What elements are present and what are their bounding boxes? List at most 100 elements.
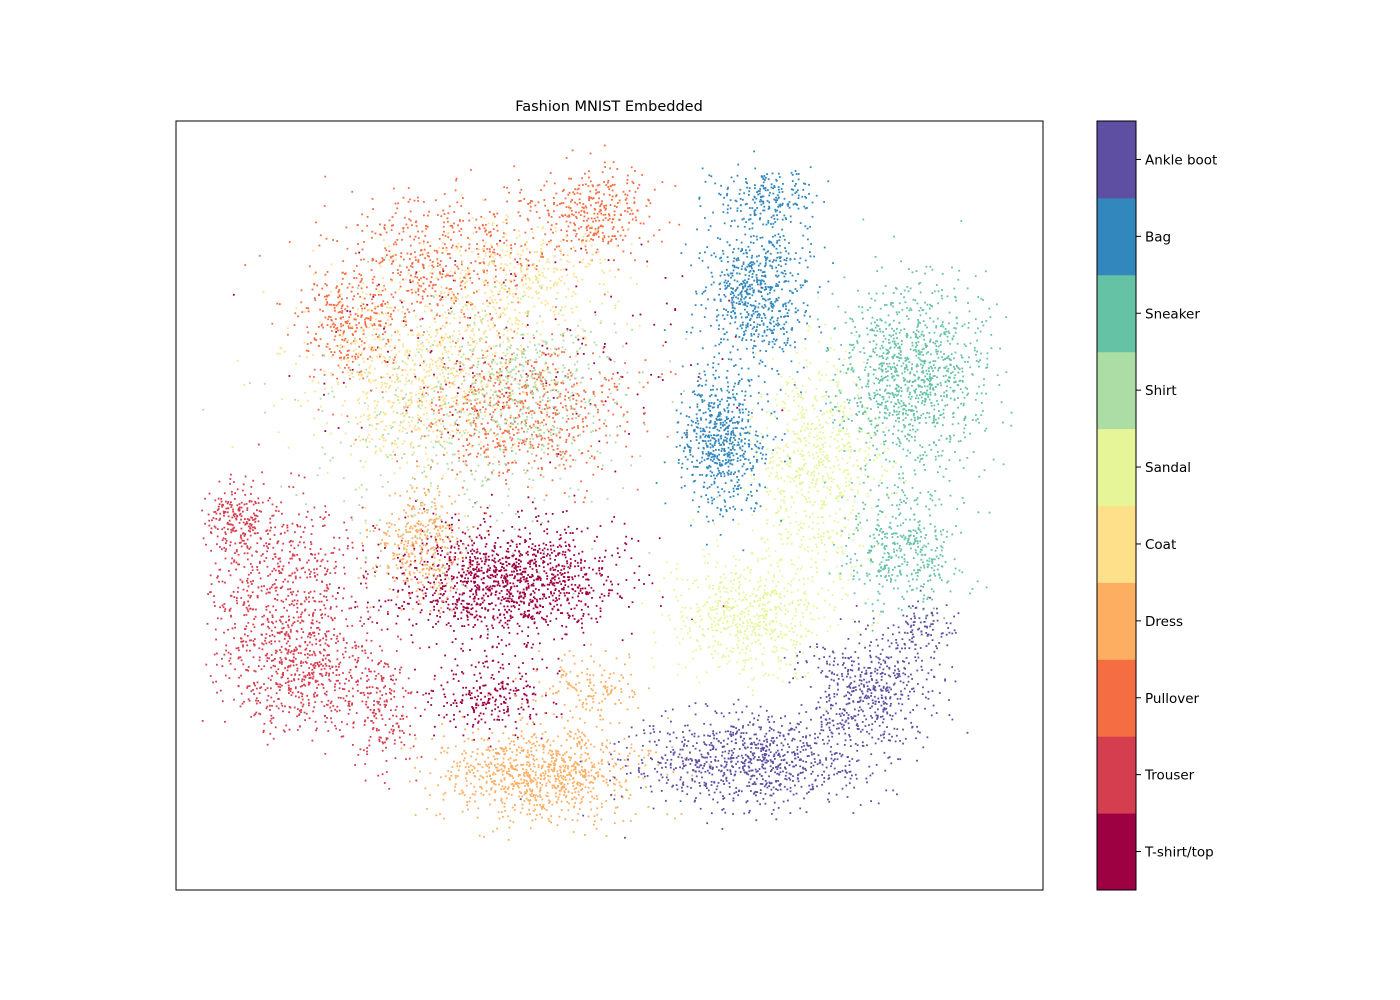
scatter-point xyxy=(553,407,556,410)
scatter-point xyxy=(602,351,605,354)
scatter-point xyxy=(245,625,248,628)
scatter-point xyxy=(509,593,512,595)
scatter-point xyxy=(571,199,573,201)
scatter-point xyxy=(572,588,574,591)
scatter-point xyxy=(269,587,271,590)
scatter-point xyxy=(522,441,525,443)
scatter-point xyxy=(408,602,410,605)
scatter-point xyxy=(578,227,580,230)
scatter-point xyxy=(360,279,363,282)
scatter-point xyxy=(371,728,374,730)
scatter-point xyxy=(414,576,417,579)
scatter-point xyxy=(287,633,290,636)
scatter-point xyxy=(490,713,493,716)
scatter-point xyxy=(378,701,380,703)
scatter-point xyxy=(552,363,554,366)
scatter-point xyxy=(383,224,386,226)
scatter-point xyxy=(467,301,470,303)
scatter-point xyxy=(499,396,501,399)
scatter-point xyxy=(341,609,343,612)
scatter-point xyxy=(545,512,548,515)
scatter-point xyxy=(214,562,217,565)
scatter-point xyxy=(316,573,319,576)
scatter-point xyxy=(402,608,405,610)
scatter-point xyxy=(588,195,591,198)
scatter-point xyxy=(343,357,345,360)
scatter-point xyxy=(311,653,314,656)
scatter-point xyxy=(473,568,476,571)
scatter-point xyxy=(508,591,511,594)
scatter-point xyxy=(344,699,347,702)
scatter-point xyxy=(568,191,571,194)
scatter-point xyxy=(517,301,520,304)
scatter-point xyxy=(301,685,304,687)
scatter-point xyxy=(572,214,575,217)
scatter-point xyxy=(462,454,465,457)
scatter-point xyxy=(296,667,299,670)
scatter-point xyxy=(519,577,522,580)
scatter-point xyxy=(355,647,357,650)
scatter-point xyxy=(317,632,320,635)
scatter-point xyxy=(575,217,578,219)
scatter-point xyxy=(385,663,387,665)
scatter-point xyxy=(349,310,352,313)
scatter-point xyxy=(289,630,292,633)
scatter-point xyxy=(489,577,492,579)
scatter-point xyxy=(286,524,289,527)
scatter-point xyxy=(535,211,538,213)
scatter-point xyxy=(330,319,333,321)
scatter-point xyxy=(408,585,410,588)
scatter-point xyxy=(624,199,627,201)
scatter-point xyxy=(507,547,509,550)
scatter-point xyxy=(223,653,226,656)
scatter-point xyxy=(546,615,548,618)
scatter-point xyxy=(292,590,295,593)
scatter-point xyxy=(424,234,427,237)
scatter-point xyxy=(430,295,433,297)
scatter-point xyxy=(270,666,273,669)
scatter-point xyxy=(552,569,555,571)
scatter-point xyxy=(263,585,265,587)
scatter-point xyxy=(290,680,293,682)
scatter-point xyxy=(460,228,463,230)
scatter-point xyxy=(288,645,291,647)
scatter-point xyxy=(421,542,424,545)
scatter-point xyxy=(460,309,463,312)
scatter-point xyxy=(524,399,527,402)
scatter-point xyxy=(456,599,458,601)
scatter-point xyxy=(503,569,506,572)
scatter-point xyxy=(247,610,250,613)
scatter-point xyxy=(242,532,244,535)
scatter-point xyxy=(401,715,403,717)
scatter-point xyxy=(377,543,380,546)
scatter-point xyxy=(435,643,438,645)
scatter-point xyxy=(308,681,311,684)
scatter-point xyxy=(422,282,425,285)
scatter-point xyxy=(452,608,455,611)
scatter-point xyxy=(505,573,508,576)
scatter-point xyxy=(486,569,489,572)
scatter-point xyxy=(473,375,476,377)
scatter-point xyxy=(527,582,530,585)
scatter-point xyxy=(427,581,430,583)
scatter-point xyxy=(308,614,311,617)
scatter-point xyxy=(262,553,264,555)
scatter-point xyxy=(556,444,559,447)
scatter-point xyxy=(556,413,559,415)
scatter-point xyxy=(584,183,587,186)
scatter-point xyxy=(257,502,260,504)
scatter-point xyxy=(297,616,300,619)
scatter-point xyxy=(353,270,356,272)
scatter-point xyxy=(323,516,326,519)
scatter-point xyxy=(392,730,395,733)
scatter-point xyxy=(604,213,607,216)
scatter-point xyxy=(503,242,506,244)
scatter-point xyxy=(499,239,501,242)
scatter-point xyxy=(462,564,465,567)
scatter-point xyxy=(442,601,445,603)
scatter-point xyxy=(573,222,575,225)
scatter-point xyxy=(380,714,383,717)
scatter-point xyxy=(581,418,584,420)
scatter-point xyxy=(537,578,539,581)
scatter-point xyxy=(449,225,452,227)
